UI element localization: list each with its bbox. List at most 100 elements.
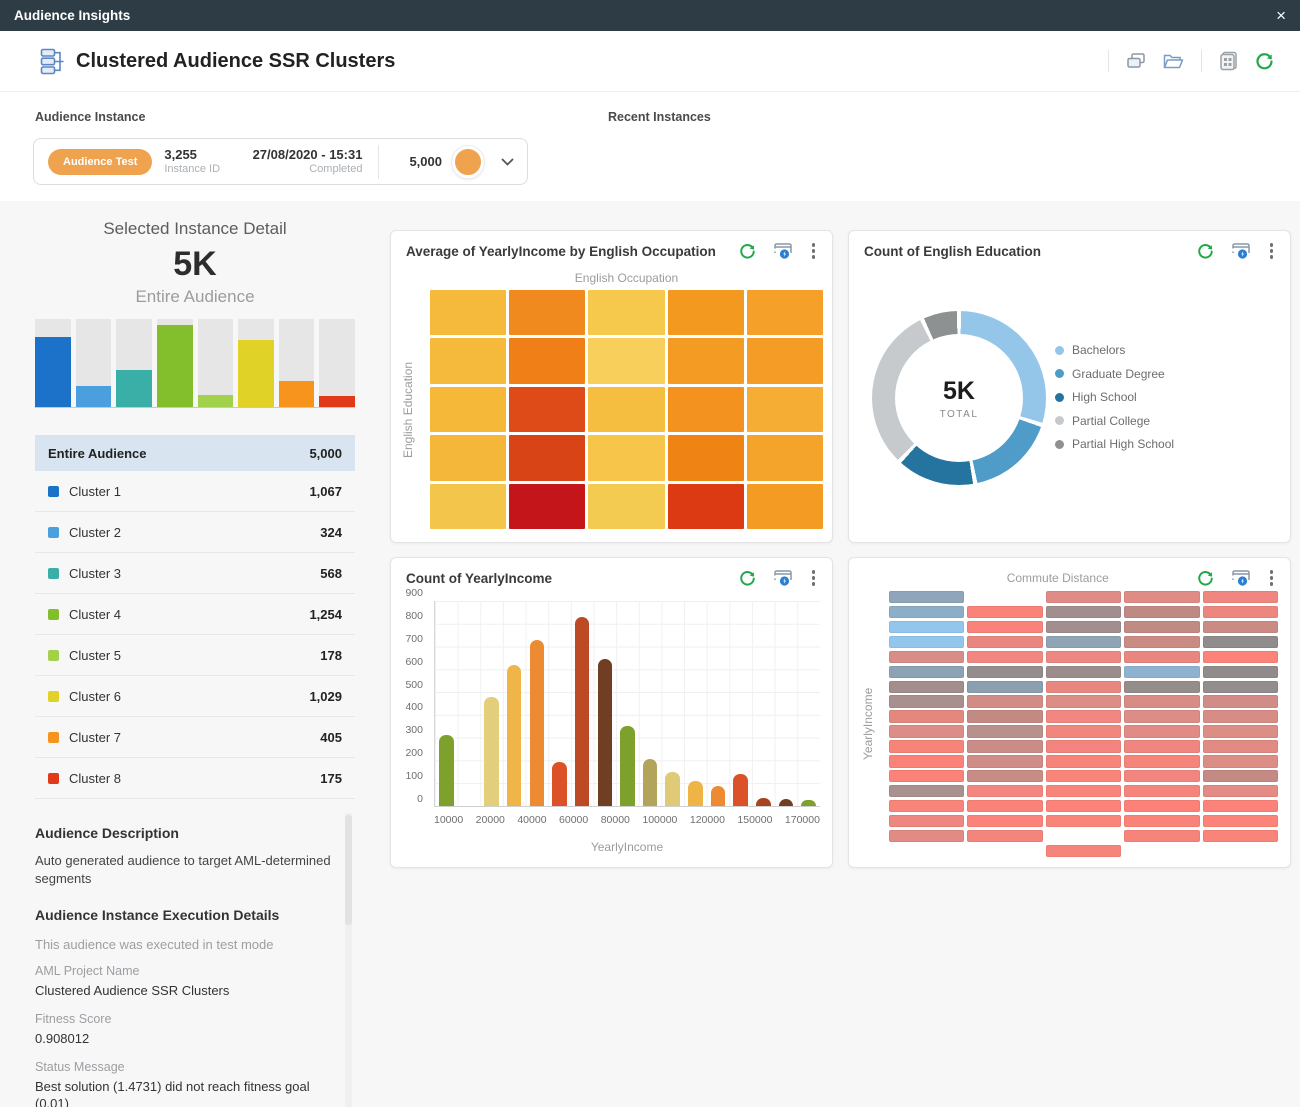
heatmap-cell — [1046, 591, 1121, 603]
heatmap-cell — [967, 770, 1042, 782]
table-row[interactable]: Cluster 41,254 — [35, 594, 355, 635]
bar — [801, 800, 815, 806]
x-tick-label: 170000 — [785, 814, 820, 826]
heatmap-cell — [668, 435, 744, 480]
bar — [439, 735, 453, 806]
heatmap-cell — [889, 830, 964, 842]
heatmap-cell — [509, 338, 585, 383]
export-refresh-icon[interactable] — [773, 243, 793, 260]
chevron-down-icon[interactable] — [501, 158, 514, 166]
bar — [620, 726, 634, 806]
bar-slot — [752, 601, 775, 806]
legend-item: Graduate Degree — [1055, 367, 1174, 381]
export-refresh-icon[interactable] — [773, 570, 793, 587]
y-tick-label: 500 — [405, 679, 423, 691]
kebab-menu-icon[interactable] — [810, 241, 818, 261]
open-folder-icon[interactable] — [1163, 53, 1184, 70]
heatmap-cell — [1203, 710, 1278, 722]
aml-project-label: AML Project Name — [35, 964, 341, 978]
heatmap-cell — [889, 725, 964, 737]
cluster-color-swatch — [48, 773, 59, 784]
bar — [552, 762, 566, 806]
cluster-table-body: Cluster 11,067Cluster 2324Cluster 3568Cl… — [35, 471, 355, 799]
refresh-icon[interactable] — [1197, 243, 1214, 260]
heatmap-cell — [1124, 830, 1199, 842]
heatmap-cell — [1203, 845, 1278, 857]
kebab-menu-icon[interactable] — [810, 568, 818, 588]
table-row[interactable]: Cluster 3568 — [35, 553, 355, 594]
legend-label: High School — [1072, 390, 1137, 404]
bar — [530, 640, 544, 806]
heatmap-y-axis-label: English Education — [401, 290, 415, 529]
cluster-label: Cluster 6 — [69, 689, 121, 704]
cluster-label: Cluster 1 — [69, 484, 121, 499]
report-grid-icon[interactable] — [1219, 51, 1238, 71]
close-icon[interactable]: × — [1276, 7, 1286, 24]
bar-chart-x-axis-title: YearlyIncome — [434, 840, 820, 854]
kebab-menu-icon[interactable] — [1268, 241, 1276, 261]
heatmap-cell — [1203, 725, 1278, 737]
heatmap-cell — [1203, 755, 1278, 767]
cluster-label: Cluster 5 — [69, 648, 121, 663]
filter-bar: Audience Instance Audience Test 3,255 In… — [0, 92, 1300, 202]
duplicate-icon[interactable] — [1126, 52, 1146, 70]
y-tick-label: 700 — [405, 633, 423, 645]
export-refresh-icon[interactable] — [1231, 243, 1251, 260]
cluster-label: Cluster 8 — [69, 771, 121, 786]
cluster-color-swatch — [48, 732, 59, 743]
legend-label: Partial College — [1072, 414, 1150, 428]
mini-cluster-chart — [35, 319, 355, 408]
table-row[interactable]: Cluster 61,029 — [35, 676, 355, 717]
heatmap-cell — [967, 591, 1042, 603]
heatmap-cell — [747, 387, 823, 432]
heatmap-cell — [1203, 800, 1278, 812]
table-row[interactable]: Cluster 8175 — [35, 758, 355, 799]
donut-total-value: 5K — [943, 377, 975, 406]
table-row[interactable]: Cluster 11,067 — [35, 471, 355, 512]
export-refresh-icon[interactable] — [1231, 570, 1251, 587]
refresh-icon[interactable] — [1197, 570, 1214, 587]
heatmap-cell — [1124, 755, 1199, 767]
refresh-icon[interactable] — [739, 570, 756, 587]
legend-dot — [1055, 416, 1064, 425]
table-row[interactable]: Cluster 5178 — [35, 635, 355, 676]
heatmap-cell — [1046, 621, 1121, 633]
instance-date-group: 27/08/2020 - 15:31 Completed — [253, 147, 363, 177]
instance-id-label: Instance ID — [164, 163, 220, 177]
sidebar-scrollbar-thumb[interactable] — [345, 815, 352, 925]
selected-instance-detail-title: Selected Instance Detail — [35, 219, 355, 239]
instance-count: 5,000 — [409, 154, 442, 169]
sidebar-scrollbar[interactable] — [345, 813, 352, 1107]
heatmap-cell — [889, 815, 964, 827]
bar — [756, 798, 770, 806]
heatmap-cell — [1203, 651, 1278, 663]
card-title: Average of YearlyIncome by English Occup… — [406, 244, 716, 259]
refresh-icon[interactable] — [739, 243, 756, 260]
kebab-menu-icon[interactable] — [1268, 568, 1276, 588]
bar-slot — [639, 601, 662, 806]
cluster-table-header[interactable]: Entire Audience 5,000 — [35, 435, 355, 471]
commute-x-axis-label: Commute Distance — [864, 571, 1197, 585]
legend-item: Partial High School — [1055, 437, 1174, 451]
heatmap-cell — [889, 621, 964, 633]
heatmap-cell — [1046, 710, 1121, 722]
card-count-english-education: Count of English Education — [848, 230, 1291, 543]
bar-slot — [593, 601, 616, 806]
heatmap-cell — [1124, 681, 1199, 693]
table-row[interactable]: Cluster 7405 — [35, 717, 355, 758]
mini-chart-bar — [116, 319, 152, 407]
heatmap-cell — [1124, 695, 1199, 707]
clusters-icon — [40, 48, 65, 75]
bar-chart-y-axis: 9008007006005004003002001000 — [391, 593, 429, 799]
bar-slot — [435, 601, 458, 806]
audience-instance-selector[interactable]: Audience Test 3,255 Instance ID 27/08/20… — [33, 138, 528, 185]
bar — [779, 799, 793, 806]
table-row[interactable]: Cluster 2324 — [35, 512, 355, 553]
heatmap-cell — [889, 636, 964, 648]
heatmap-cell — [1124, 740, 1199, 752]
bar-slot — [548, 601, 571, 806]
heatmap-cell — [1203, 815, 1278, 827]
bar-slot — [797, 601, 820, 806]
refresh-icon[interactable] — [1255, 52, 1274, 71]
card-count-yearlyincome: Count of YearlyIncome — [390, 557, 833, 868]
